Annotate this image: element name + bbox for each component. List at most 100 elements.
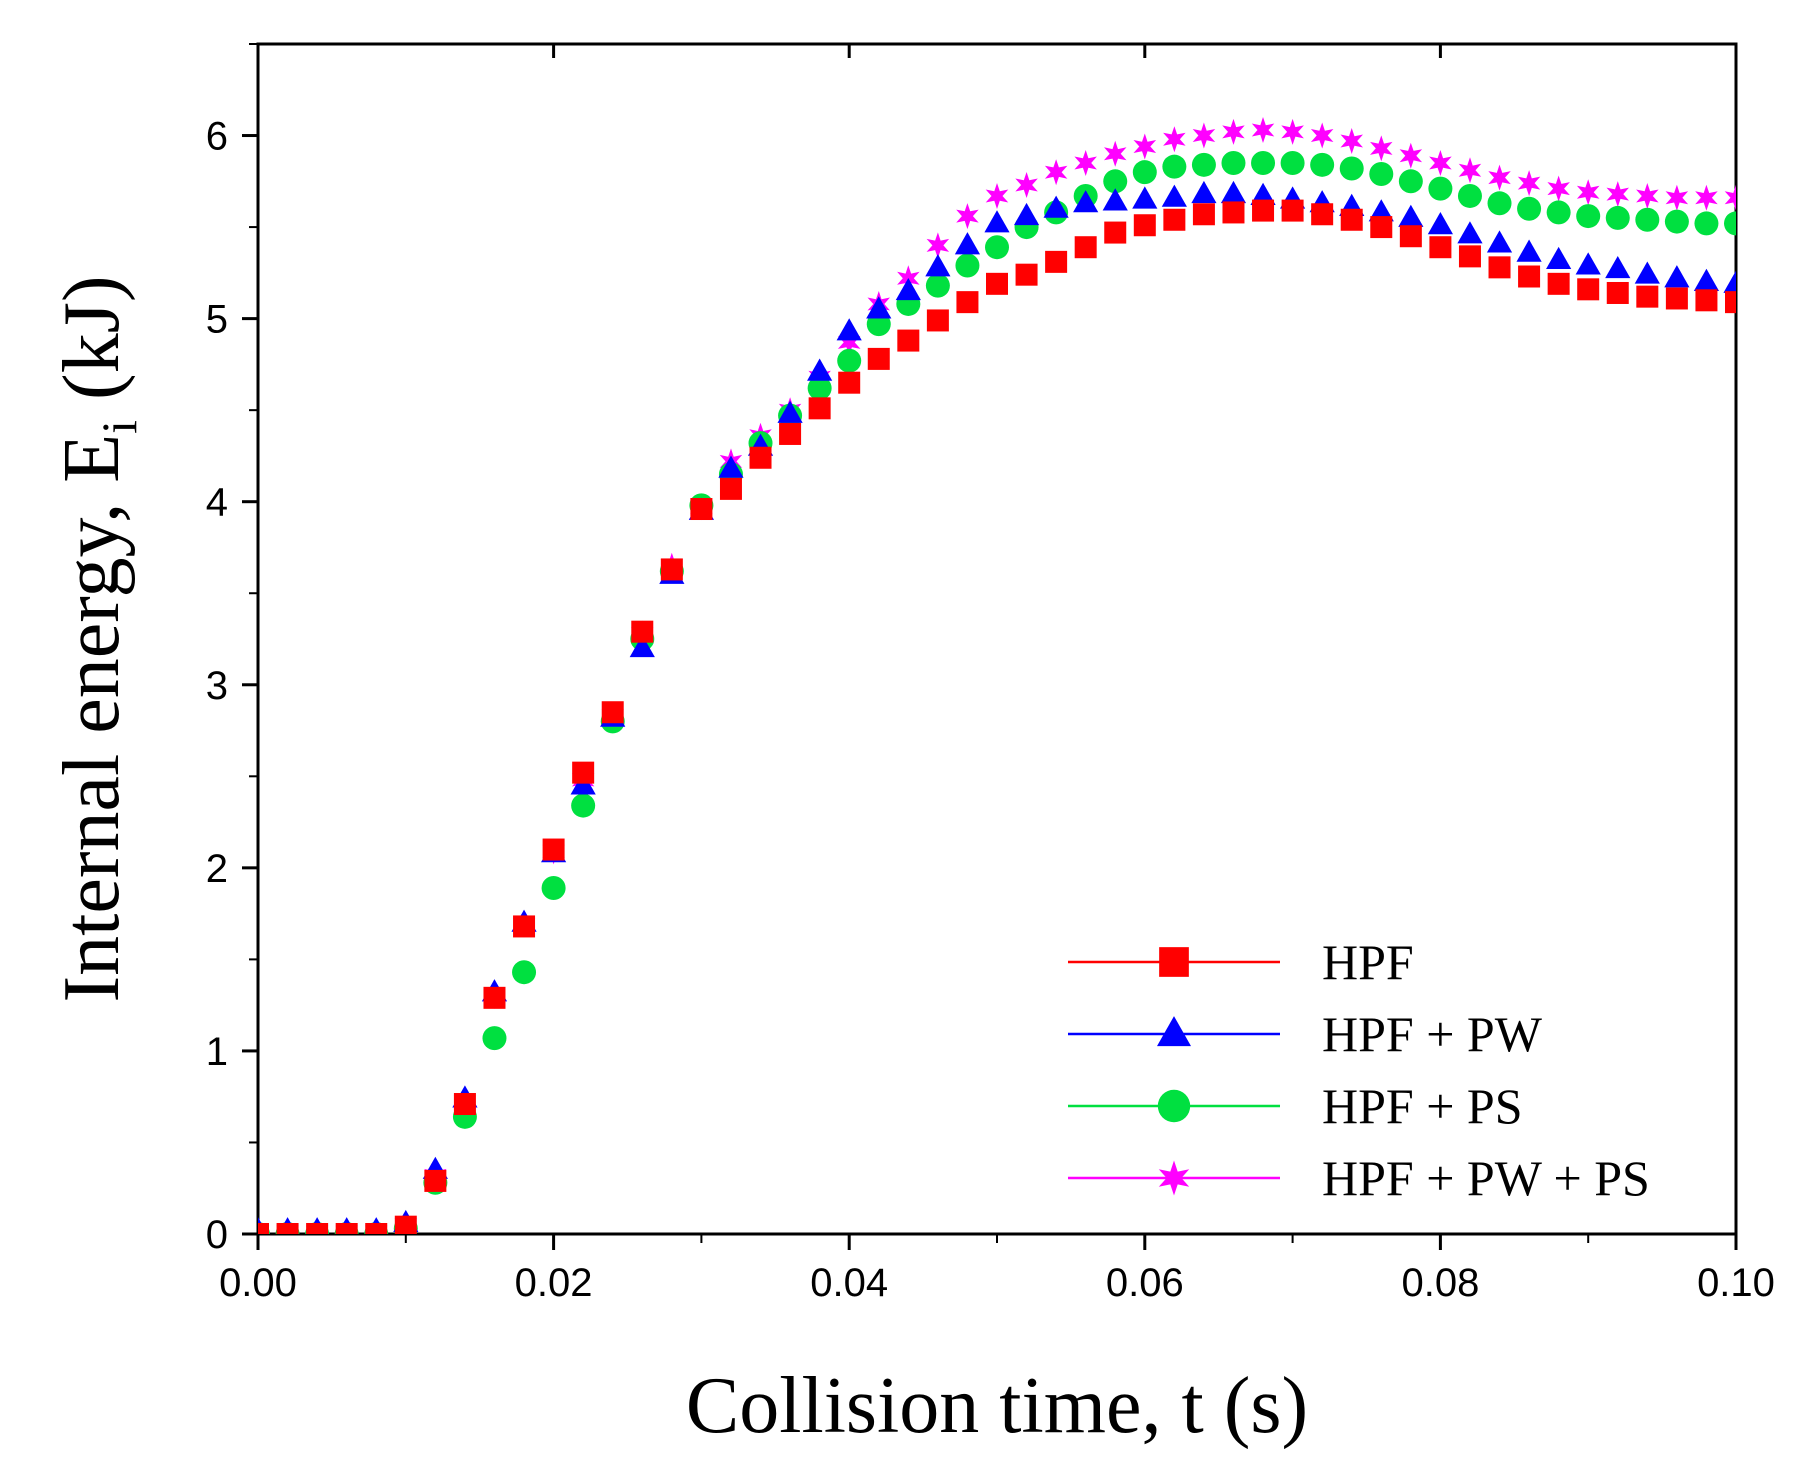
data-point (1665, 287, 1688, 310)
data-point (956, 203, 979, 230)
data-point (1192, 122, 1216, 149)
data-point (541, 875, 566, 900)
data-point (1222, 201, 1245, 224)
data-point (1281, 199, 1304, 222)
data-point (1634, 261, 1660, 284)
data-point (1516, 239, 1542, 262)
data-point (895, 277, 921, 301)
data-point (453, 1093, 476, 1116)
legend-marker (1156, 1016, 1192, 1047)
data-point (1370, 216, 1393, 239)
x-tick-label: 0.04 (810, 1261, 888, 1305)
data-point (749, 446, 772, 469)
data-point (1428, 176, 1453, 201)
data-point (1103, 169, 1128, 194)
data-point (956, 291, 979, 314)
data-point (1013, 202, 1040, 226)
data-point (1664, 265, 1690, 288)
data-point (897, 329, 920, 352)
data-point (1694, 211, 1719, 236)
data-point (1606, 281, 1629, 304)
x-axis-ticks: 0.00 0.02 0.04 0.06 0.08 0.10 (219, 44, 1775, 1305)
data-point (836, 318, 862, 341)
data-point (777, 400, 803, 423)
data-point (1576, 179, 1600, 206)
data-point (1399, 225, 1422, 248)
data-point (629, 634, 655, 658)
y-tick-label: 3 (206, 664, 228, 708)
data-point (1693, 268, 1720, 291)
data-point (1635, 207, 1660, 232)
data-point (867, 347, 890, 370)
x-tick-label: 0.08 (1401, 1261, 1479, 1305)
data-point (1724, 211, 1736, 236)
data-point (1074, 236, 1097, 259)
legend-marker (1159, 947, 1189, 977)
data-point (1369, 161, 1394, 186)
data-point (1251, 151, 1276, 175)
data-point (1576, 204, 1601, 229)
data-point (1664, 209, 1689, 234)
data-point (1162, 154, 1187, 179)
data-point (1368, 199, 1394, 222)
data-point (1310, 122, 1334, 149)
data-point (1045, 250, 1068, 273)
data-point (1250, 182, 1276, 205)
y-tick-label: 6 (206, 115, 228, 159)
data-point (513, 915, 536, 938)
data-point (807, 376, 832, 401)
data-point (1191, 180, 1217, 204)
data-point (1399, 142, 1423, 169)
data-point (1073, 190, 1099, 213)
legend-label: HPF (1322, 934, 1414, 990)
data-point (1015, 263, 1038, 286)
data-point (955, 253, 980, 278)
data-point (335, 1223, 358, 1234)
data-point (1636, 285, 1659, 308)
data-point (1104, 221, 1127, 244)
data-point (925, 254, 951, 277)
data-point (1457, 183, 1482, 208)
data-point (1043, 195, 1069, 218)
data-point (1487, 191, 1512, 216)
data-point (1695, 184, 1718, 211)
data-point (1517, 170, 1541, 197)
legend-label: HPF + PW + PS (1322, 1150, 1650, 1206)
y-axis-title-subscript: i (91, 420, 147, 434)
series-hpf-pw (258, 180, 1736, 1234)
data-point (1486, 230, 1513, 253)
data-point (866, 296, 892, 319)
data-point (1192, 203, 1215, 226)
data-point (1429, 236, 1452, 259)
data-point (1311, 203, 1334, 226)
series-hpf (258, 199, 1736, 1234)
data-point (926, 309, 949, 332)
data-point (1575, 252, 1601, 275)
data-point (1251, 117, 1275, 143)
x-tick-label: 0.10 (1697, 1261, 1775, 1305)
data-point (572, 761, 595, 784)
x-tick-label: 0.06 (1106, 1261, 1184, 1305)
y-tick-label: 4 (206, 481, 228, 525)
data-point (926, 232, 950, 259)
x-axis-title: Collision time, t (s) (686, 1362, 1308, 1450)
y-tick-label: 0 (206, 1213, 228, 1257)
data-point (1606, 181, 1629, 208)
data-point (779, 422, 802, 445)
series-hpf-ps (258, 151, 1736, 1234)
data-point (1518, 265, 1541, 288)
data-point (985, 183, 1009, 209)
data-point (719, 477, 742, 500)
data-point (1605, 205, 1630, 230)
data-point (1133, 133, 1157, 160)
data-point (807, 358, 833, 381)
data-point (1488, 256, 1511, 279)
data-point (1577, 278, 1600, 301)
data-point (1457, 221, 1483, 244)
y-axis-title-unit: (kJ) (48, 276, 136, 420)
data-point (660, 558, 683, 581)
y-axis-ticks: 0 1 2 3 4 5 6 (206, 43, 258, 1257)
data-point (1398, 169, 1423, 194)
data-point (1517, 196, 1542, 221)
data-point (1132, 160, 1157, 185)
